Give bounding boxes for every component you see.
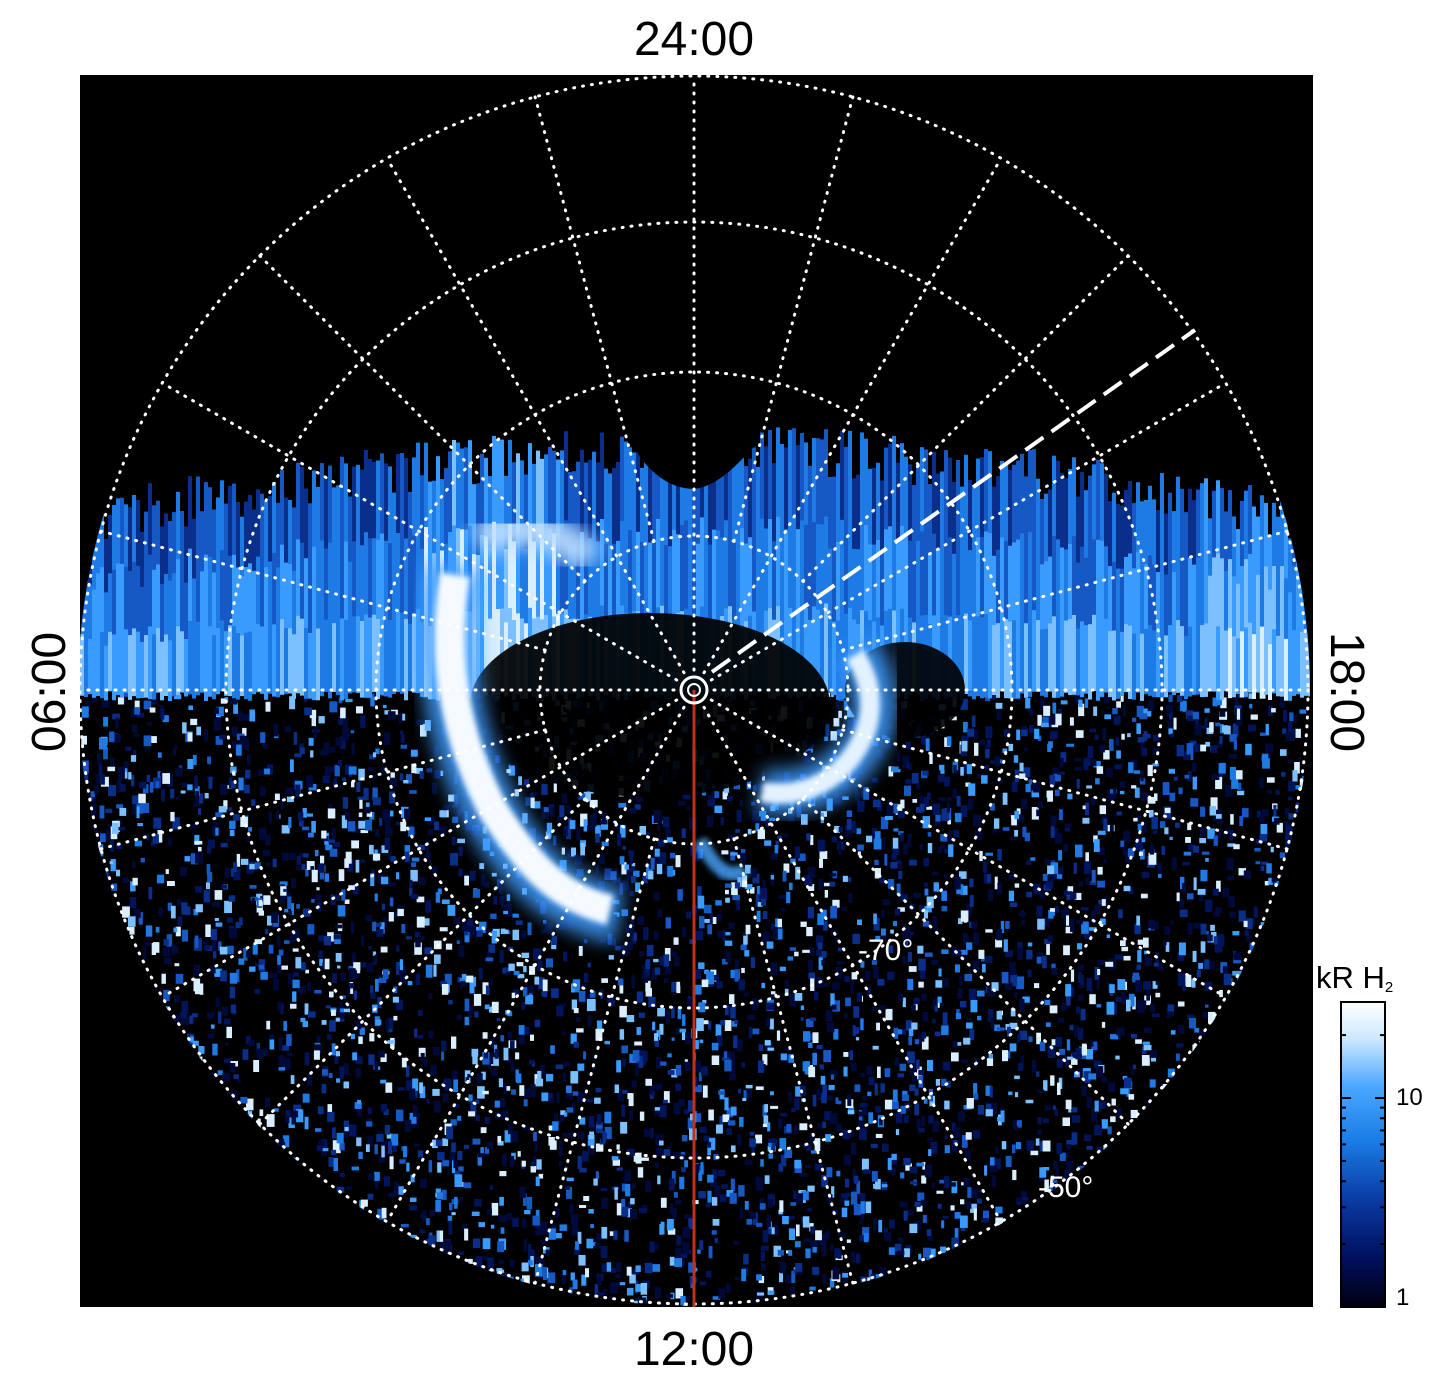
local-time-label-left: 06:00: [23, 631, 76, 753]
colorbar-gradient: [1340, 1001, 1386, 1308]
latitude-label-70: -70°: [858, 934, 913, 967]
pole-marker: [679, 675, 709, 705]
main-auroral-oval: [419, 512, 897, 944]
colorbar-title: kR H2: [1316, 960, 1394, 996]
nightside-emission-band: [80, 427, 1310, 701]
auroral-emission: [80, 420, 1310, 1306]
local-time-label-right: 18:00: [1320, 631, 1373, 753]
dashed-reference-line: [710, 328, 1197, 674]
local-time-label-bottom: 12:00: [633, 1323, 755, 1376]
colorbar-title-subscript: 2: [1384, 979, 1394, 996]
local-time-meridians: [78, 74, 1310, 1306]
colorbar-tick-10: 10: [1396, 1084, 1423, 1111]
colorbar: [1340, 1001, 1386, 1308]
local-time-label-top: 24:00: [633, 13, 755, 66]
colorbar-minor-ticks: [1341, 1034, 1385, 1308]
latitude-label-50: -50°: [1038, 1171, 1093, 1204]
colorbar-tick-1: 1: [1396, 1284, 1410, 1311]
